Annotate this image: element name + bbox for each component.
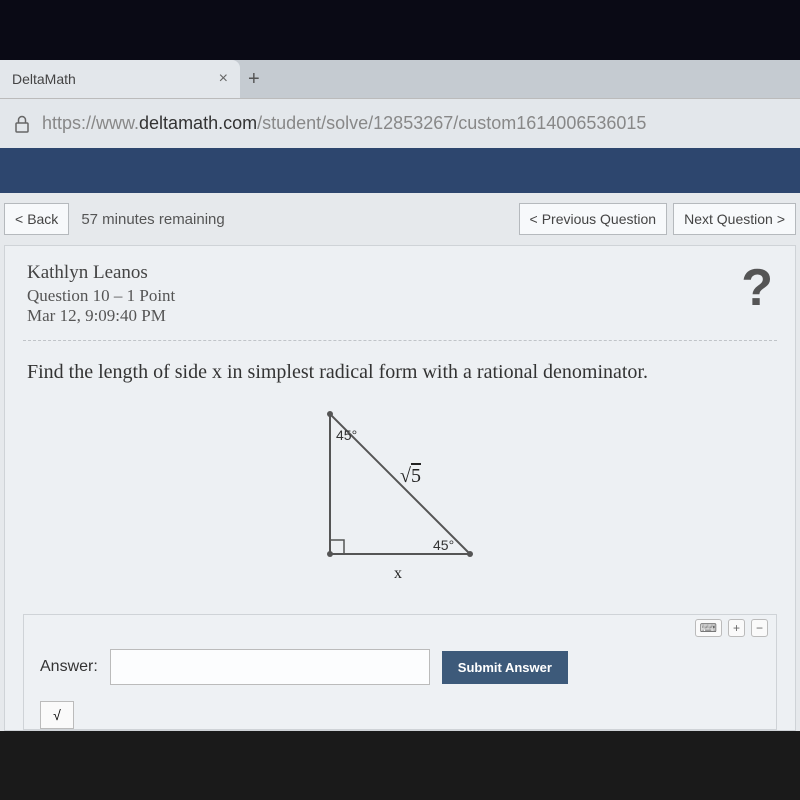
chevron-left-icon: < bbox=[15, 211, 23, 227]
browser-tab[interactable]: DeltaMath × bbox=[0, 60, 240, 98]
lock-icon bbox=[14, 115, 30, 133]
tab-bar: DeltaMath × + bbox=[0, 60, 800, 98]
browser-chrome: DeltaMath × + https://www.deltamath.com/… bbox=[0, 60, 800, 148]
hypotenuse-label: √5 bbox=[400, 465, 421, 487]
answer-label: Answer: bbox=[40, 658, 98, 676]
answer-tools: ⌨ + − bbox=[24, 615, 776, 641]
address-bar[interactable]: https://www.deltamath.com/student/solve/… bbox=[0, 98, 800, 148]
submit-answer-button[interactable]: Submit Answer bbox=[442, 651, 568, 684]
chevron-left-icon: < bbox=[530, 211, 538, 227]
app-header-band bbox=[0, 148, 800, 193]
zoom-out-icon[interactable]: − bbox=[751, 619, 768, 637]
question-panel: Kathlyn Leanos Question 10 – 1 Point Mar… bbox=[4, 245, 796, 731]
answer-input[interactable] bbox=[110, 649, 430, 685]
sqrt-button[interactable]: √ bbox=[40, 701, 74, 729]
tab-title: DeltaMath bbox=[12, 71, 76, 87]
url-text: https://www.deltamath.com/student/solve/… bbox=[42, 113, 646, 134]
angle-top-label: 45° bbox=[336, 427, 357, 443]
monitor-bezel bbox=[0, 0, 800, 60]
close-tab-icon[interactable]: × bbox=[219, 70, 228, 88]
next-question-button[interactable]: Next Question > bbox=[673, 203, 796, 235]
nav-row: < Back 57 minutes remaining < Previous Q… bbox=[0, 193, 800, 245]
timestamp: Mar 12, 9:09:40 PM bbox=[27, 306, 175, 326]
question-prompt: Find the length of side x in simplest ra… bbox=[5, 341, 795, 394]
keyboard-icon[interactable]: ⌨ bbox=[695, 619, 722, 637]
student-name: Kathlyn Leanos bbox=[27, 262, 175, 284]
zoom-in-icon[interactable]: + bbox=[728, 619, 745, 637]
triangle-figure: 45° 45° √5 x bbox=[5, 394, 795, 614]
new-tab-button[interactable]: + bbox=[248, 68, 260, 91]
question-header: Kathlyn Leanos Question 10 – 1 Point Mar… bbox=[5, 246, 795, 340]
base-label: x bbox=[394, 565, 402, 582]
question-number: Question 10 – 1 Point bbox=[27, 286, 175, 306]
answer-box: ⌨ + − Answer: Submit Answer √ bbox=[23, 614, 777, 730]
angle-bottom-right-label: 45° bbox=[433, 537, 454, 553]
time-remaining: 57 minutes remaining bbox=[81, 211, 224, 228]
previous-question-button[interactable]: < Previous Question bbox=[519, 203, 668, 235]
help-icon[interactable]: ? bbox=[741, 262, 773, 314]
chevron-right-icon: > bbox=[777, 211, 785, 227]
content-area: < Back 57 minutes remaining < Previous Q… bbox=[0, 193, 800, 731]
back-button[interactable]: < Back bbox=[4, 203, 69, 235]
